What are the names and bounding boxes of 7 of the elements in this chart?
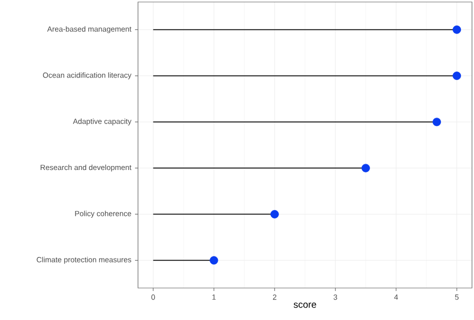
x-axis-title: score [294,302,316,308]
point [362,164,370,172]
point [270,210,279,218]
point [452,72,462,80]
point [210,256,218,265]
point [452,25,462,34]
point [432,118,441,126]
